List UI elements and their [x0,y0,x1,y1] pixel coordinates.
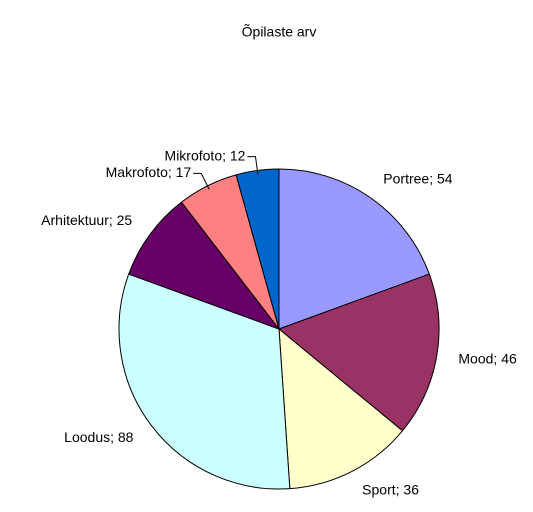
pie-slice [278,168,430,330]
data-label: Mood; 46 [458,350,517,366]
data-label: Makrofoto; 17 [106,164,192,180]
data-label: Sport; 36 [362,482,419,498]
pie-slice [128,201,281,331]
leader-line [193,172,210,190]
pie-slice [278,273,440,432]
data-label: Arhitektuur; 25 [41,212,132,228]
leader-line [247,156,259,175]
data-label: Loodus; 88 [64,429,133,445]
data-label: Portree; 54 [383,171,452,187]
chart-title: Õpilaste arv [242,24,317,40]
pie-slice [278,327,404,490]
pie-slice [118,273,291,490]
data-label: Mikrofoto; 12 [165,147,246,163]
